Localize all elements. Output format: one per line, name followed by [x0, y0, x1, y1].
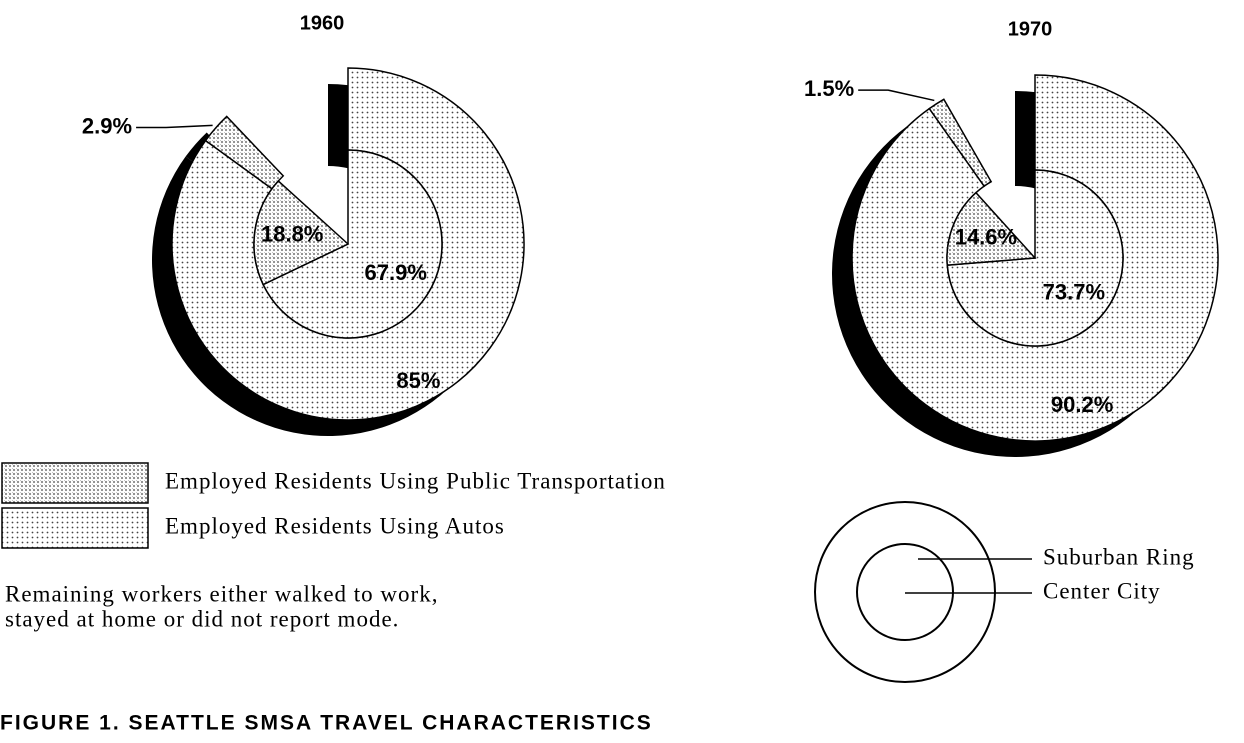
legend-swatch [1, 462, 149, 504]
labels: 90.2% 1.5% 73.7% 14.6% [804, 76, 1113, 417]
value-label: 90.2% [1051, 392, 1113, 417]
labels: 85% 2.9% 67.9% 18.8% [82, 113, 440, 393]
pie-chart: 1970 90.2% 1.5% 73.7% 14.6% [804, 18, 1219, 457]
chart-title: 1960 [300, 12, 345, 34]
leader-line [858, 89, 935, 102]
slice [253, 179, 350, 286]
note-line: stayed at home or did not report mode. [5, 606, 399, 631]
slice [946, 191, 1037, 266]
value-label: 67.9% [365, 260, 427, 285]
pie-chart: 1960 85% 2.9% 67.9% 18.8% [82, 12, 525, 436]
key-inner-circle [856, 543, 954, 641]
key-outer-circle [814, 501, 996, 683]
leader-line [136, 124, 213, 129]
key-outer-label: Suburban Ring [1043, 544, 1195, 569]
slices [851, 74, 1219, 442]
value-label: 18.8% [261, 222, 323, 247]
legend-swatch [1, 507, 149, 549]
caption: FIGURE 1. SEATTLE SMSA TRAVEL CHARACTERI… [0, 712, 653, 735]
slice [928, 98, 993, 188]
note-line: Remaining workers either walked to work, [5, 581, 438, 606]
value-label: 14.6% [955, 224, 1017, 249]
slice [262, 149, 443, 339]
value-label: 2.9% [82, 113, 132, 138]
value-label: 73.7% [1043, 280, 1105, 305]
key-inner-label: Center City [1043, 578, 1161, 603]
legend-label: Employed Residents Using Autos [165, 513, 505, 538]
legend-label: Employed Residents Using Public Transpor… [165, 468, 666, 493]
chart-title: 1970 [1008, 18, 1053, 40]
slices [171, 67, 525, 421]
value-label: 85% [396, 368, 440, 393]
value-label: 1.5% [804, 76, 854, 101]
charts: 196085%2.9%67.9%18.8%197090.2%1.5%73.7%1… [82, 12, 1219, 457]
legend: Employed Residents Using Public Transpor… [1, 462, 666, 549]
